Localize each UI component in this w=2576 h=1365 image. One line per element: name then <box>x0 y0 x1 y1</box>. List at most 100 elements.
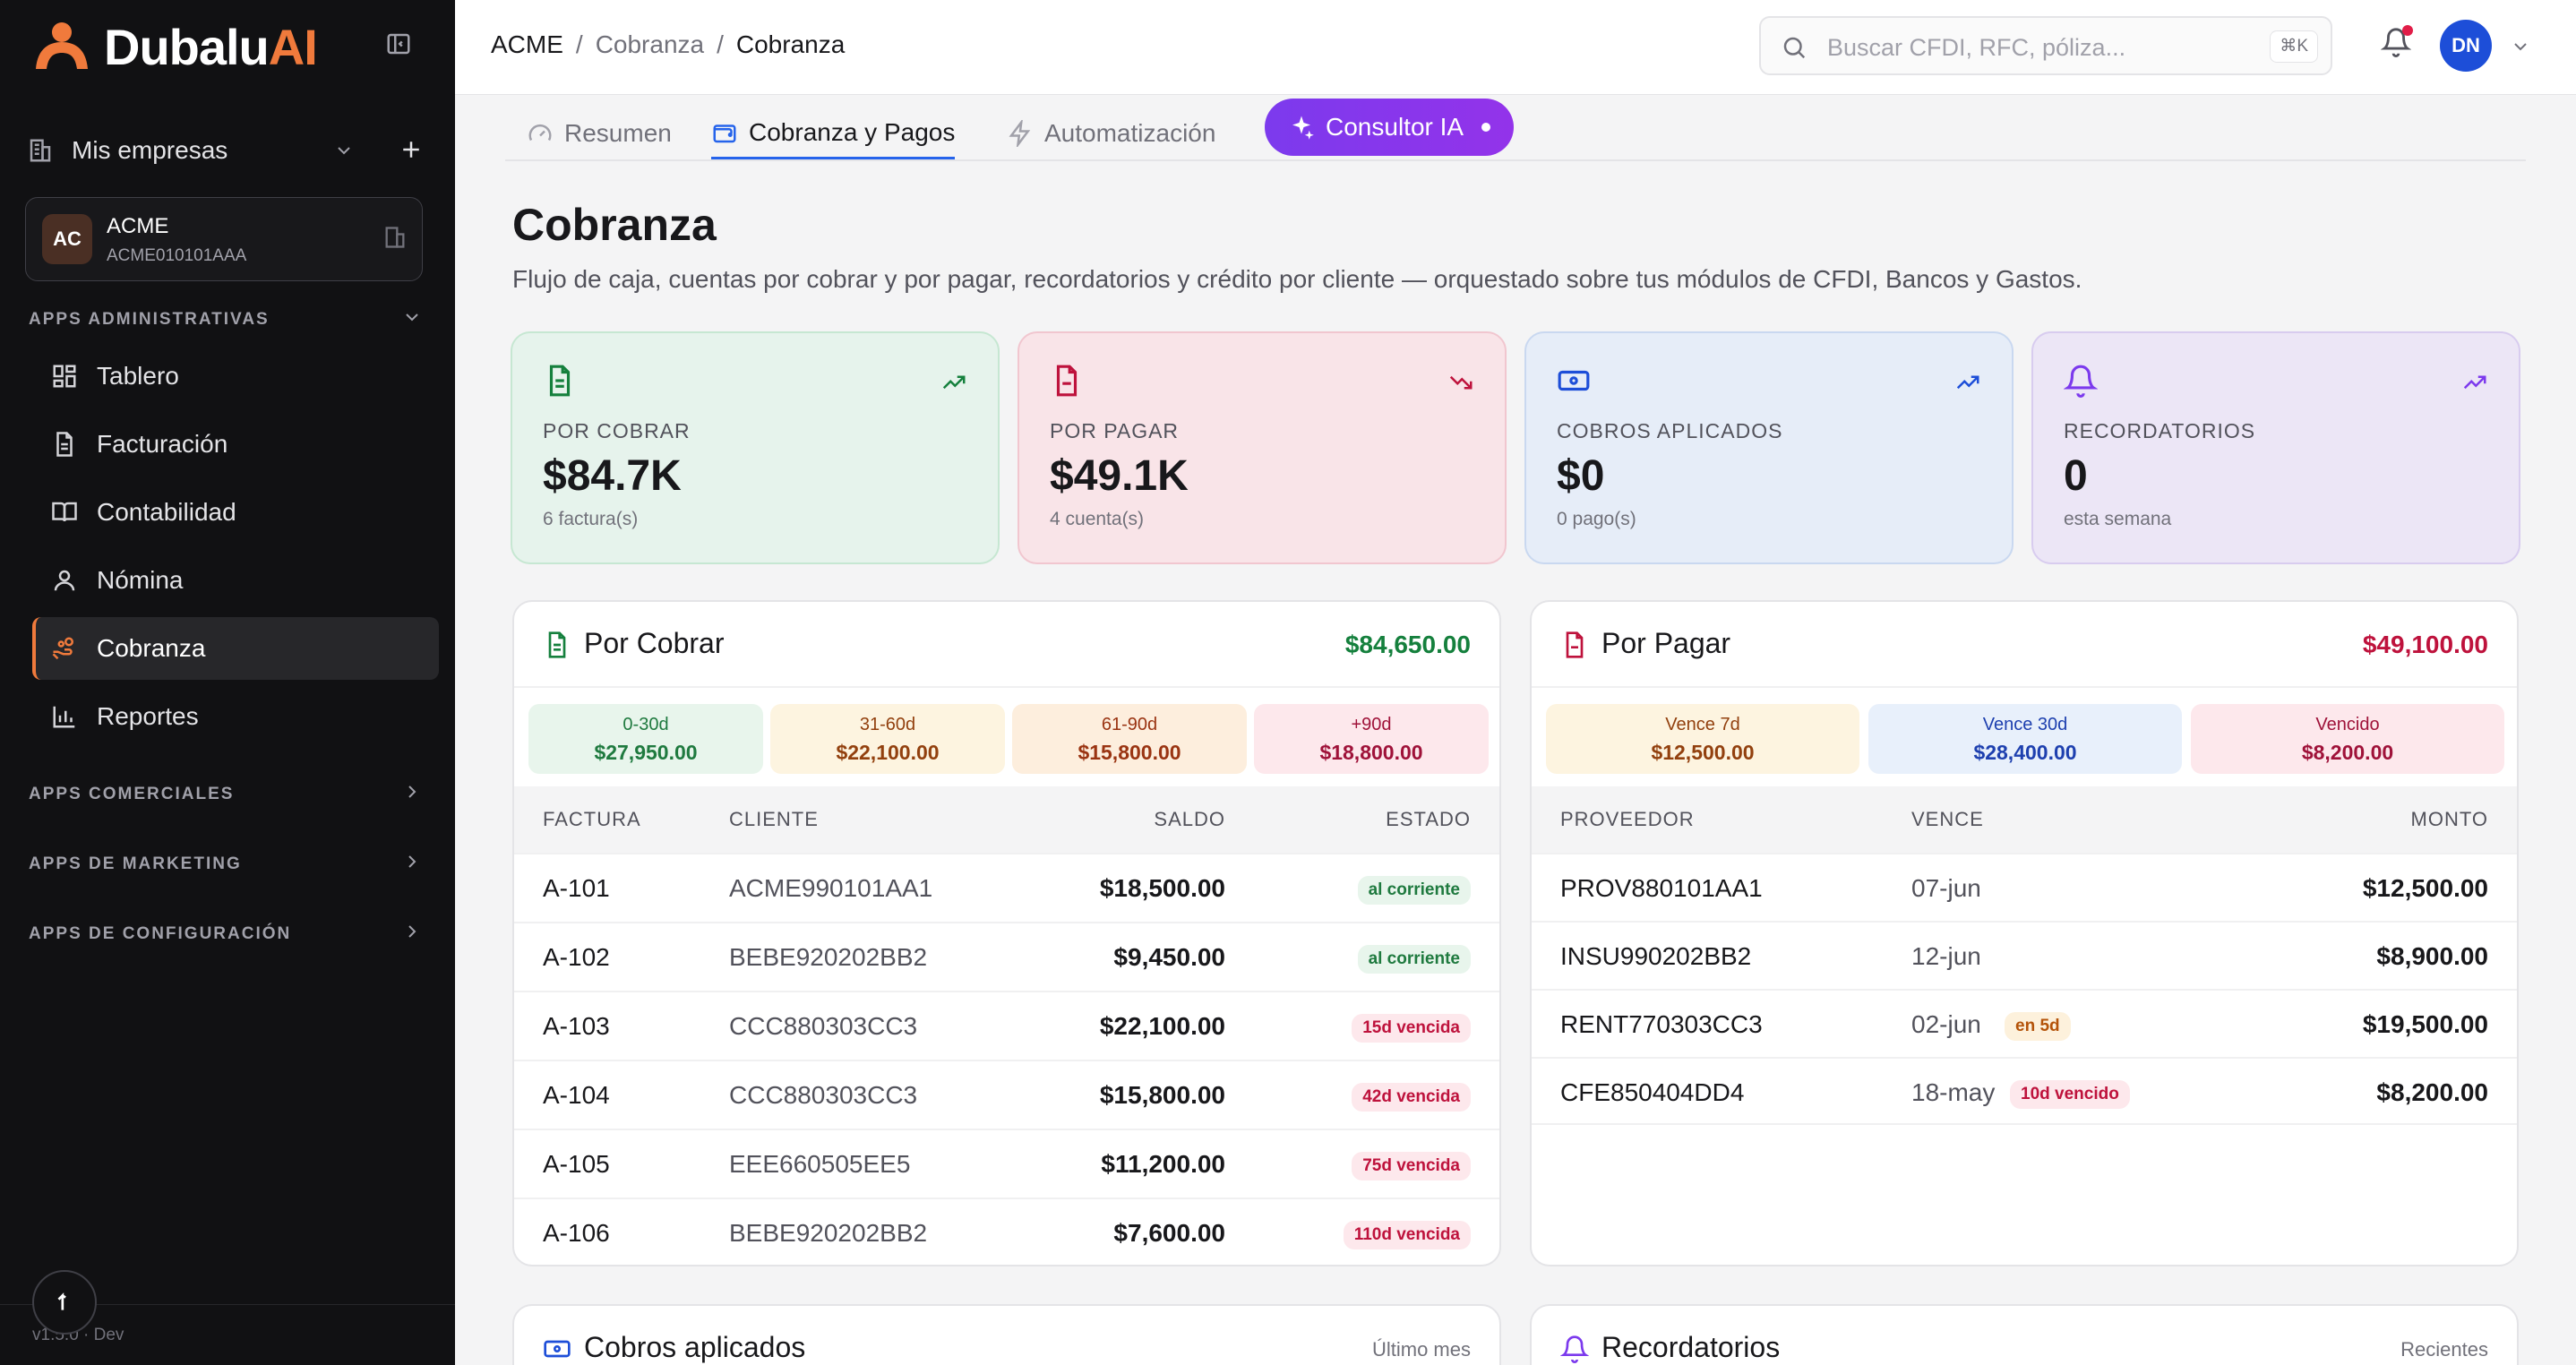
section-admin-apps[interactable]: APPS ADMINISTRATIVAS <box>29 310 423 330</box>
table-row[interactable]: A-103 CCC880303CC3 $22,100.00 15d vencid… <box>514 991 1499 1060</box>
banknote-icon <box>1558 370 1590 391</box>
document-icon <box>549 365 571 397</box>
companies-selector[interactable]: Mis empresas <box>27 129 430 172</box>
sidebar-item-label: Cobranza <box>97 634 206 662</box>
kpi-por-cobrar[interactable]: POR COBRAR $84.7K 6 factura(s) <box>511 331 1000 564</box>
breadcrumb-item[interactable]: Cobranza <box>595 30 705 58</box>
buildings-icon <box>30 139 51 162</box>
status-badge: 42d vencida <box>1352 1083 1471 1112</box>
lightning-icon <box>1009 120 1031 147</box>
panel-title: Por Cobrar <box>584 627 725 659</box>
aging-bucket[interactable]: 0-30d $27,950.00 <box>528 704 763 774</box>
user-icon <box>50 566 79 595</box>
section-config-apps[interactable]: APPS DE CONFIGURACIÓN <box>29 924 423 944</box>
sidebar-item-tablero[interactable]: Tablero <box>32 345 439 408</box>
table-row[interactable]: INSU990202BB2 12-jun $8,900.00 <box>1532 921 2517 989</box>
wallet-icon <box>713 124 736 142</box>
logo-icon <box>30 21 93 73</box>
tab-resumen[interactable]: Resumen <box>527 107 672 159</box>
companies-label: Mis empresas <box>72 136 228 164</box>
search-icon <box>1783 37 1806 59</box>
kpi-value: $84.7K <box>543 452 682 500</box>
sidebar-item-label: Facturación <box>97 430 228 458</box>
document-icon <box>50 430 79 459</box>
aging-bucket[interactable]: Vence 30d $28,400.00 <box>1868 704 2182 774</box>
user-avatar[interactable]: DN <box>2440 20 2492 72</box>
sidebar-item-facturacion[interactable]: Facturación <box>32 413 439 476</box>
breadcrumb-current: Cobranza <box>735 30 846 58</box>
kpi-por-pagar[interactable]: POR PAGAR $49.1K 4 cuenta(s) <box>1018 331 1507 564</box>
section-marketing-apps[interactable]: APPS DE MARKETING <box>29 854 423 874</box>
status-badge: 110d vencida <box>1343 1221 1471 1249</box>
scroll-top-button[interactable] <box>32 1270 97 1335</box>
document-minus-icon <box>1566 631 1584 658</box>
panel-total: $49,100.00 <box>2362 631 2488 658</box>
search-input[interactable]: Buscar CFDI, RFC, póliza... ⌘K <box>1759 16 2332 75</box>
kpi-cobros-aplicados[interactable]: COBROS APLICADOS $0 0 pago(s) <box>1524 331 2014 564</box>
tab-automatizacion[interactable]: Automatización <box>1007 107 1215 159</box>
live-indicator-dot <box>1481 123 1491 132</box>
sidebar-item-nomina[interactable]: Nómina <box>32 549 439 612</box>
column-header[interactable]: CLIENTE <box>729 808 819 830</box>
sidebar-item-cobranza[interactable]: Cobranza <box>32 617 439 680</box>
panel-title: Cobros aplicados <box>584 1331 806 1363</box>
aging-bucket[interactable]: Vencido $8,200.00 <box>2191 704 2504 774</box>
breadcrumb-item[interactable]: ACME <box>491 30 563 58</box>
brand-name: DubaluAI <box>104 18 318 75</box>
sidebar-collapse-icon[interactable] <box>385 30 416 61</box>
aging-bucket[interactable]: +90d $18,800.00 <box>1254 704 1489 774</box>
aging-bucket[interactable]: 61-90d $15,800.00 <box>1012 704 1247 774</box>
sidebar-item-reportes[interactable]: Reportes <box>32 685 439 748</box>
table-row[interactable]: PROV880101AA1 07-jun $12,500.00 <box>1532 853 2517 921</box>
panel-title: Por Pagar <box>1601 627 1731 659</box>
company-rfc: ACME010101AAA <box>107 246 247 265</box>
sidebar-item-label: Tablero <box>97 362 179 390</box>
page-title: Cobranza <box>512 200 717 250</box>
trending-up-icon <box>942 375 966 390</box>
due-badge: en 5d <box>2005 1012 2071 1041</box>
add-company-icon[interactable] <box>398 136 425 163</box>
table-row[interactable]: A-105 EEE660505EE5 $11,200.00 75d vencid… <box>514 1129 1499 1198</box>
table-row[interactable]: A-104 CCC880303CC3 $15,800.00 42d vencid… <box>514 1060 1499 1129</box>
search-placeholder: Buscar CFDI, RFC, póliza... <box>1827 34 2126 61</box>
column-header[interactable]: FACTURA <box>543 808 641 830</box>
breadcrumb-separator: / <box>717 30 724 58</box>
kpi-recordatorios[interactable]: RECORDATORIOS 0 esta semana <box>2031 331 2520 564</box>
due-badge: 10d vencido <box>2010 1080 2130 1109</box>
tab-consultor-ia[interactable]: Consultor IA <box>1265 99 1515 156</box>
kpi-value: 0 <box>2064 452 2088 500</box>
panel-header: Por Cobrar $84,650.00 <box>514 602 1499 688</box>
tab-cobranza-pagos[interactable]: Cobranza y Pagos <box>711 107 956 159</box>
trending-down-icon <box>1449 375 1473 390</box>
notifications-bell-icon[interactable] <box>2380 25 2413 62</box>
panel-por-cobrar: Por Cobrar $84,650.00 0-30d $27,950.00 3… <box>512 600 1501 1266</box>
table-row[interactable]: RENT770303CC3 02-jun en 5d $19,500.00 <box>1532 989 2517 1057</box>
column-header[interactable]: ESTADO <box>1386 808 1471 830</box>
section-commercial-apps[interactable]: APPS COMERCIALES <box>29 785 423 804</box>
table-row[interactable]: A-101 ACME990101AA1 $18,500.00 al corrie… <box>514 853 1499 922</box>
panel-por-pagar: Por Pagar $49,100.00 Vence 7d $12,500.00… <box>1530 600 2519 1266</box>
chevron-down-icon[interactable] <box>2510 36 2531 57</box>
sidebar-divider <box>0 1304 455 1305</box>
status-badge: 15d vencida <box>1352 1014 1471 1043</box>
panel-cobros-aplicados: Cobros aplicados Último mes <box>512 1304 1501 1365</box>
topbar: ACME / Cobranza / Cobranza Buscar CFDI, … <box>455 0 2576 95</box>
aging-bucket[interactable]: 31-60d $22,100.00 <box>770 704 1005 774</box>
column-header[interactable]: SALDO <box>1154 808 1225 830</box>
column-header[interactable]: VENCE <box>1911 808 1984 830</box>
column-header[interactable]: PROVEEDOR <box>1560 808 1695 830</box>
table-header: FACTURA CLIENTE SALDO ESTADO <box>514 786 1499 853</box>
status-badge: al corriente <box>1357 945 1471 974</box>
sidebar-item-contabilidad[interactable]: Contabilidad <box>32 481 439 544</box>
table-row[interactable]: A-102 BEBE920202BB2 $9,450.00 al corrien… <box>514 922 1499 991</box>
period-label: Recientes <box>2400 1338 2488 1361</box>
aging-bucket[interactable]: Vence 7d $12,500.00 <box>1546 704 1859 774</box>
panel-recordatorios: Recordatorios Recientes <box>1530 1304 2519 1365</box>
table-row[interactable]: CFE850404DD4 18-may 10d vencido $8,200.0… <box>1532 1057 2517 1125</box>
table-row[interactable]: A-106 BEBE920202BB2 $7,600.00 110d venci… <box>514 1198 1499 1265</box>
chevron-down-icon[interactable] <box>333 140 355 161</box>
column-header[interactable]: MONTO <box>2410 808 2488 830</box>
chevron-down-icon <box>406 313 418 322</box>
brand-logo[interactable]: DubaluAI <box>30 18 318 75</box>
current-company-card[interactable]: AC ACME ACME010101AAA <box>25 197 423 281</box>
